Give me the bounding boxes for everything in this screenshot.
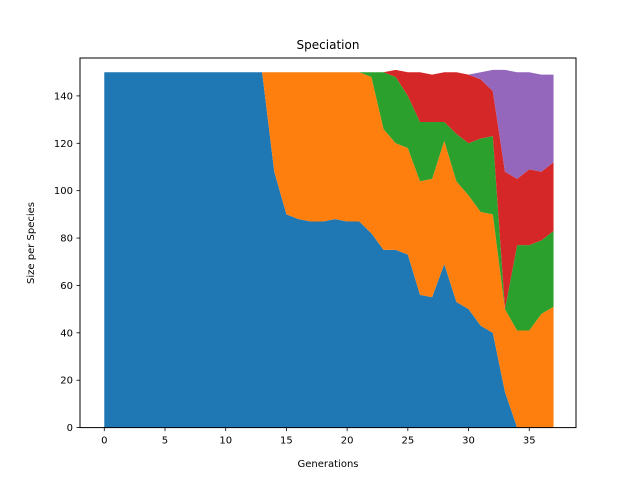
x-tick-label: 15 <box>280 436 293 447</box>
y-tick-label: 140 <box>54 91 73 102</box>
x-tick-label: 5 <box>162 436 168 447</box>
y-tick-label: 20 <box>60 376 73 387</box>
x-tick-label: 30 <box>462 436 475 447</box>
y-tick-label: 100 <box>54 186 73 197</box>
y-tick-label: 40 <box>60 328 73 339</box>
x-tick-label: 0 <box>101 436 107 447</box>
x-tick-label: 20 <box>341 436 354 447</box>
area-series-5 <box>104 69 554 179</box>
x-axis-ticks: 0 5 10 15 20 25 30 35 <box>101 427 536 447</box>
y-tick-label: 60 <box>60 281 73 292</box>
area-series-2 <box>104 72 554 428</box>
x-axis-label: Generations <box>298 459 359 470</box>
chart-title: Speciation <box>297 38 360 52</box>
y-tick-label: 0 <box>67 423 73 434</box>
y-tick-label: 120 <box>54 139 73 150</box>
x-tick-label: 10 <box>219 436 232 447</box>
x-tick-label: 25 <box>401 436 414 447</box>
area-series-group <box>104 69 554 428</box>
y-tick-label: 80 <box>60 234 73 245</box>
x-tick-label: 35 <box>523 436 536 447</box>
area-series-3 <box>104 72 554 331</box>
area-series-1 <box>104 72 554 428</box>
plot-frame <box>79 57 577 429</box>
area-series-4 <box>104 69 554 310</box>
y-axis-label: Size per Species <box>26 202 37 284</box>
y-axis-ticks: 0 20 40 60 80 100 120 140 <box>54 91 80 434</box>
